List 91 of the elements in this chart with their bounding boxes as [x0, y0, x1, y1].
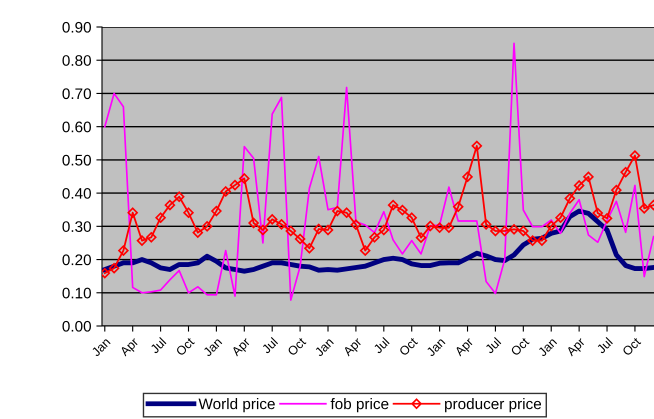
point	[220, 186, 231, 197]
x-tick-label: Jul	[372, 337, 390, 354]
point	[313, 224, 324, 234]
point	[341, 207, 352, 218]
point	[276, 219, 287, 230]
x-tick-label: Jan	[91, 337, 111, 358]
point	[388, 200, 398, 210]
point	[555, 212, 566, 223]
point	[508, 224, 520, 235]
point	[155, 212, 166, 223]
y-tick-label: 0.10	[62, 288, 91, 298]
x-tick-label: Jul	[484, 337, 502, 354]
y-tick-label: 0.00	[62, 320, 91, 332]
point	[127, 207, 138, 218]
x-tick-label: Jan	[537, 337, 558, 358]
point	[230, 180, 240, 190]
point	[294, 234, 306, 244]
point	[574, 180, 584, 191]
y-tick-label: 0.50	[62, 154, 91, 166]
y-tick-label: 0.40	[62, 188, 91, 199]
point	[444, 222, 454, 233]
point	[638, 203, 650, 214]
x-tick-label: Apr	[566, 336, 588, 358]
x-tick-label: Apr	[119, 336, 141, 358]
point	[452, 201, 464, 212]
y-tick-label: 0.70	[62, 88, 91, 100]
point	[490, 226, 501, 236]
legend-label: producer price	[445, 398, 542, 412]
point	[360, 245, 370, 256]
x-tick-label: Oct	[622, 336, 642, 356]
x-tick-label: Jan	[314, 337, 334, 358]
point	[472, 140, 482, 152]
point	[583, 172, 594, 182]
point	[518, 226, 529, 236]
point	[258, 224, 268, 236]
y-tick-label: 0.90	[62, 22, 91, 33]
x-tick-label: Jan	[202, 337, 222, 358]
point	[425, 220, 436, 232]
x-tick-label: Jan	[426, 337, 446, 358]
legend-label: fob price	[330, 398, 388, 412]
x-tick-label: Oct	[510, 336, 530, 356]
point	[136, 235, 148, 246]
y-tick-label: 0.30	[62, 221, 91, 232]
point	[146, 232, 157, 243]
point	[602, 213, 612, 224]
point	[434, 222, 445, 233]
point	[369, 232, 380, 243]
point	[350, 219, 362, 230]
point	[239, 173, 250, 184]
point	[592, 208, 603, 218]
point	[416, 232, 426, 243]
x-tick-label: Jul	[149, 337, 166, 354]
point	[527, 235, 538, 246]
point	[108, 262, 120, 274]
y-tick-label: 0.80	[62, 55, 91, 66]
point	[248, 218, 259, 228]
point	[118, 245, 129, 256]
point	[174, 192, 184, 202]
point	[266, 214, 278, 225]
point	[480, 219, 492, 230]
x-tick-label: Oct	[398, 336, 418, 356]
point	[546, 220, 556, 232]
x-tick-label: Apr	[454, 336, 476, 358]
point	[304, 243, 315, 254]
point	[406, 212, 417, 223]
point	[397, 204, 408, 216]
y-tick-label: 0.60	[62, 122, 91, 132]
point	[286, 226, 296, 236]
point	[462, 172, 473, 182]
point	[620, 166, 631, 178]
legend-label: World price	[198, 398, 275, 412]
point	[164, 200, 176, 210]
point	[378, 224, 390, 236]
point	[211, 206, 222, 216]
x-tick-label: Jul	[261, 337, 278, 354]
x-tick-label: Apr	[230, 336, 252, 358]
x-tick-label: Jul	[596, 337, 613, 354]
point	[202, 221, 212, 232]
point	[183, 207, 194, 218]
x-tick-label: Apr	[342, 336, 364, 358]
x-tick-label: Oct	[287, 336, 307, 356]
point	[322, 224, 334, 236]
point	[611, 184, 622, 196]
x-tick-label: Oct	[175, 336, 195, 356]
point	[499, 226, 510, 236]
y-tick-label: 0.20	[62, 254, 91, 266]
point	[630, 150, 640, 161]
point	[564, 193, 576, 204]
point	[192, 227, 204, 238]
point	[332, 206, 343, 216]
point	[536, 235, 548, 246]
